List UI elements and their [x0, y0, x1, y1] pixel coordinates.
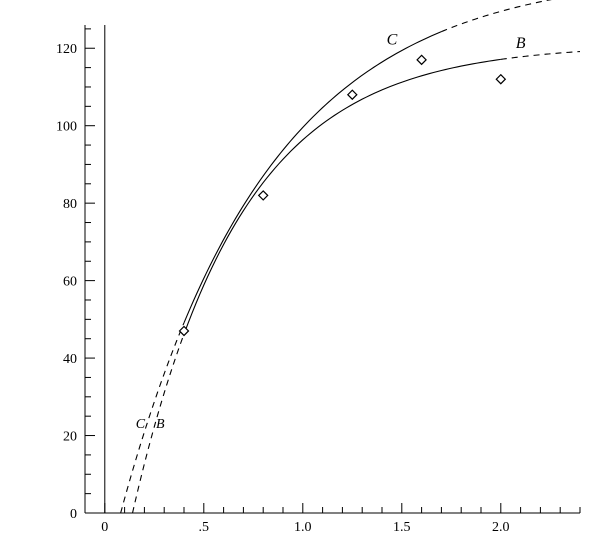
y-tick-label: 40	[63, 352, 77, 367]
curve-label-c-lower: C	[136, 417, 146, 432]
x-tick-label: 1.5	[393, 520, 411, 535]
x-tick-label: .5	[199, 520, 210, 535]
curve-label-b-upper: B	[516, 35, 526, 52]
y-tick-label: 20	[63, 430, 77, 445]
y-tick-label: 60	[63, 275, 77, 290]
y-tick-label: 80	[63, 197, 77, 212]
y-tick-label: 120	[56, 42, 77, 57]
y-tick-label: 100	[56, 120, 77, 135]
x-tick-label: 0	[101, 520, 108, 535]
curve-label-b-lower: B	[156, 417, 165, 432]
y-tick-label: 0	[70, 507, 77, 522]
x-tick-label: 1.0	[294, 520, 312, 535]
chart-container: 0.51.01.52.0020406080100120CCBB	[0, 0, 605, 548]
chart-svg: 0.51.01.52.0020406080100120CCBB	[0, 0, 605, 548]
x-tick-label: 2.0	[492, 520, 510, 535]
curve-label-c-upper: C	[387, 31, 398, 48]
